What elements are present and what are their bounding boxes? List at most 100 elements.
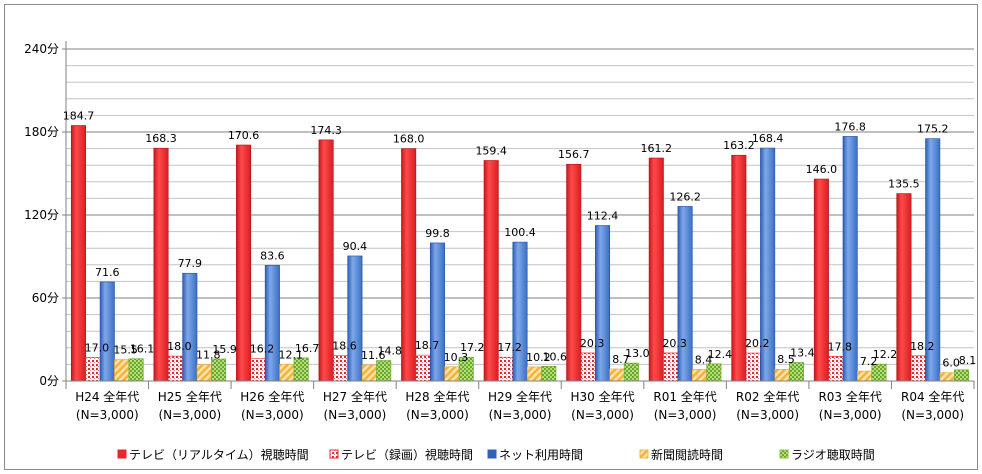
legend-label: 新聞閲読時間 [651, 447, 723, 462]
data-label: 99.8 [425, 227, 450, 240]
bar-tv-realtime [813, 178, 829, 382]
bar-radio [954, 369, 970, 382]
bar-tv-recorded [415, 354, 431, 382]
legend-newspaper: 新聞閲読時間 [639, 447, 723, 462]
x-category-label: H24 全年代 [75, 389, 139, 404]
bar-tv-recorded [498, 356, 514, 382]
data-label: 168.0 [393, 133, 425, 146]
data-label: 184.7 [63, 109, 95, 122]
y-tick-label: 60分 [32, 291, 59, 305]
data-label: 8.7 [612, 353, 630, 366]
data-label: 175.2 [917, 123, 949, 136]
data-label: 161.2 [641, 142, 673, 155]
data-label: 135.5 [888, 178, 920, 191]
data-label: 14.8 [377, 345, 402, 358]
data-label: 10.2 [526, 351, 551, 364]
bar-newspaper [774, 368, 790, 382]
data-label: 163.2 [723, 139, 755, 152]
legend-tv-realtime: テレビ（リアルタイム）視聴時間 [117, 447, 309, 462]
y-tick-label: 240分 [24, 42, 59, 56]
x-category-sublabel: (N=3,000) [324, 408, 387, 422]
bar-tv-realtime [401, 148, 417, 382]
bar-newspaper [691, 369, 707, 382]
x-category-sublabel: (N=3,000) [654, 408, 717, 422]
data-label: 176.8 [834, 120, 866, 133]
data-label: 17.8 [828, 340, 853, 353]
legend-tv-recorded: テレビ（録画）視聴時間 [329, 447, 473, 462]
data-label: 83.6 [260, 249, 285, 262]
legend-swatch [639, 449, 649, 459]
y-tick-label: 180分 [24, 125, 59, 139]
bar-tv-recorded [828, 356, 844, 382]
data-label: 15.9 [212, 343, 237, 356]
data-label: 16.7 [295, 342, 320, 355]
bar-tv-recorded [580, 352, 596, 382]
bar-tv-realtime [70, 125, 86, 382]
bar-internet [99, 281, 115, 382]
x-category-label: R03 全年代 [818, 389, 881, 404]
bar-newspaper [857, 370, 873, 382]
bar-newspaper [609, 368, 625, 382]
x-category-sublabel: (N=3,000) [241, 408, 304, 422]
x-category-label: R01 全年代 [653, 389, 716, 404]
x-category-sublabel: (N=3,000) [736, 408, 799, 422]
y-axis: 0分 60分 120分 180分 240分 [24, 41, 67, 388]
data-label: 90.4 [343, 240, 368, 253]
data-label: 20.3 [662, 337, 687, 350]
bar-newspaper [114, 359, 130, 382]
data-label: 12.1 [279, 348, 304, 361]
bar-newspaper [279, 363, 295, 382]
data-label: 146.0 [806, 163, 838, 176]
bar-tv-realtime [566, 163, 582, 382]
legend-label: テレビ（録画）視聴時間 [341, 447, 473, 462]
data-label: 12.2 [873, 348, 898, 361]
legend: テレビ（リアルタイム）視聴時間 テレビ（録画）視聴時間 ネット利用時間 新聞閲読時間 ラ… [117, 447, 875, 462]
data-label: 156.7 [558, 148, 590, 161]
data-label: 71.6 [95, 266, 120, 279]
data-label: 20.3 [580, 337, 605, 350]
data-label: 77.9 [178, 257, 203, 270]
data-label: 11.6 [361, 349, 386, 362]
bar-tv-recorded [745, 352, 761, 382]
bar-tv-realtime [153, 147, 169, 382]
x-category-label: H27 全年代 [323, 389, 387, 404]
legend-swatch [329, 449, 339, 459]
bar-newspaper [361, 364, 377, 382]
data-label: 18.2 [910, 340, 935, 353]
bar-internet [512, 241, 528, 382]
x-category-sublabel: (N=3,000) [406, 408, 469, 422]
data-label: 126.2 [669, 190, 701, 203]
bar-tv-realtime [236, 144, 252, 382]
y-tick-label: 120分 [24, 208, 59, 222]
bar-radio [128, 358, 144, 382]
bar-tv-recorded [333, 354, 349, 382]
legend-label: ネット利用時間 [499, 448, 583, 462]
bar-radio [706, 363, 722, 382]
x-category-label: R04 全年代 [901, 389, 964, 404]
bar-internet [264, 265, 280, 382]
data-label: 168.3 [145, 132, 177, 145]
data-label: 13.0 [625, 347, 650, 360]
x-category-label: R02 全年代 [736, 389, 799, 404]
x-category-label: H25 全年代 [158, 389, 222, 404]
y-tick-label: 0分 [39, 374, 59, 388]
legend-label: ラジオ聴取時間 [791, 448, 875, 462]
bar-tv-realtime [648, 157, 664, 382]
bar-tv-realtime [483, 160, 499, 382]
data-label: 11.8 [196, 349, 221, 362]
bars [70, 125, 970, 382]
data-label: 16.2 [250, 343, 275, 356]
legend-swatch [487, 449, 497, 459]
data-label: 170.6 [228, 129, 260, 142]
data-label: 13.4 [790, 346, 815, 359]
data-label: 159.4 [475, 144, 507, 157]
data-label: 17.0 [85, 341, 110, 354]
data-label: 100.4 [504, 226, 536, 239]
data-label: 6.0 [942, 357, 960, 370]
data-label: 174.3 [310, 124, 342, 137]
bar-internet [347, 255, 363, 382]
x-category-sublabel: (N=3,000) [489, 408, 552, 422]
data-label: 18.7 [415, 339, 440, 352]
data-label: 7.2 [860, 355, 878, 368]
legend-swatch [779, 449, 789, 459]
